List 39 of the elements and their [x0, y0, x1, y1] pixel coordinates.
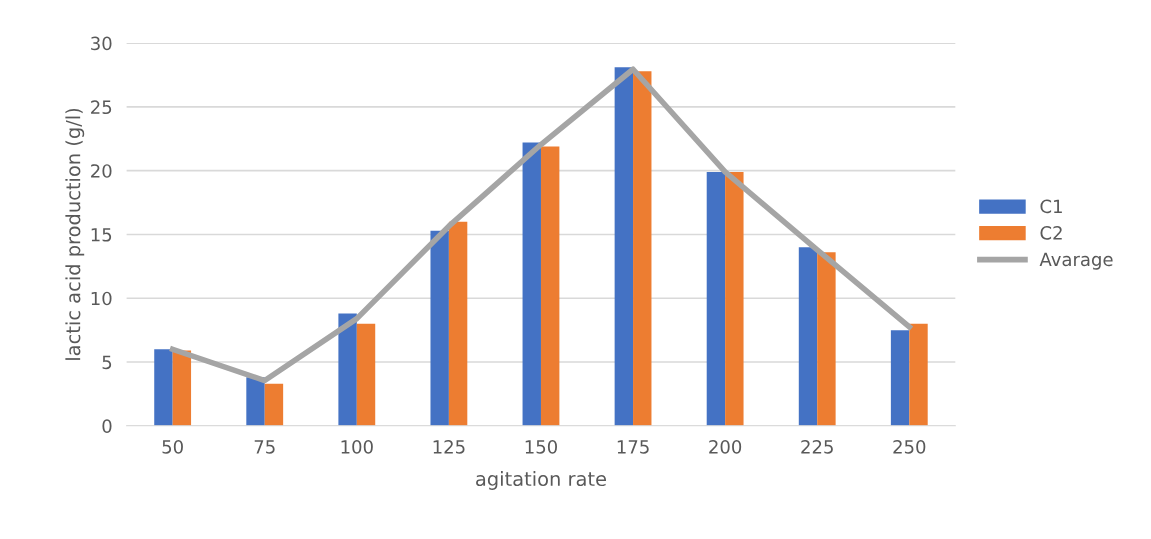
bar	[540, 146, 560, 426]
bar	[338, 313, 357, 426]
bar	[154, 349, 173, 426]
bar	[817, 252, 836, 426]
bar	[890, 330, 910, 426]
y-tick-label: 20	[91, 164, 112, 178]
x-tick-label: 50	[162, 440, 183, 454]
y-tick-label: 25	[91, 100, 112, 115]
bar	[706, 171, 726, 426]
y-axis-title: lactic acid production (g/l)	[65, 108, 85, 360]
y-tick-label: 30	[91, 36, 112, 51]
x-tick-label: 100	[341, 440, 373, 454]
y-tick-label: 0	[102, 419, 112, 433]
x-tick-label: 75	[254, 440, 275, 454]
bar	[264, 383, 284, 426]
y-tick-label: 15	[91, 228, 112, 242]
y-tick-label: 10	[91, 291, 112, 306]
bar	[633, 71, 652, 426]
x-tick-label: 200	[709, 440, 742, 454]
bar	[909, 323, 928, 426]
bar	[614, 67, 634, 426]
x-tick-label: 175	[617, 440, 649, 454]
legend-label: C1	[1040, 199, 1062, 214]
x-tick-label: 125	[433, 440, 465, 454]
bar	[522, 142, 541, 426]
x-tick-label: 250	[893, 440, 926, 454]
bar	[798, 247, 818, 426]
bar	[430, 230, 449, 426]
bar	[448, 221, 468, 426]
x-tick-label: 150	[525, 440, 557, 454]
bar	[172, 350, 192, 426]
legend-label: Avarage	[1039, 252, 1113, 270]
bar	[246, 377, 265, 426]
bar	[356, 323, 376, 426]
y-tick-label: 5	[102, 355, 112, 370]
x-axis-title: agitation rate	[476, 471, 606, 490]
bar	[725, 171, 744, 426]
x-tick-label: 225	[801, 440, 833, 454]
legend-label: C2	[1040, 226, 1062, 240]
